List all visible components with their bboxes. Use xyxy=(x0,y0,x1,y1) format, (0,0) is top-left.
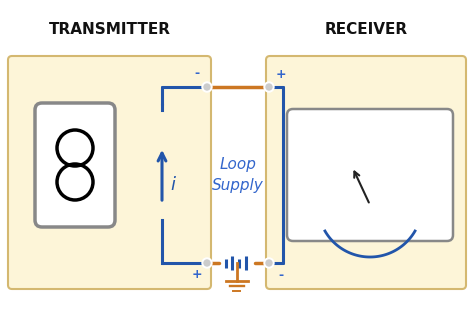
Text: RECEIVER: RECEIVER xyxy=(324,23,408,37)
Text: Loop
Supply: Loop Supply xyxy=(212,157,264,193)
Circle shape xyxy=(266,84,272,90)
FancyBboxPatch shape xyxy=(35,103,115,227)
Circle shape xyxy=(202,258,212,268)
Circle shape xyxy=(264,258,274,268)
Circle shape xyxy=(202,82,212,92)
Text: +: + xyxy=(191,268,202,281)
Circle shape xyxy=(204,84,210,90)
Circle shape xyxy=(204,260,210,266)
Text: +: + xyxy=(276,68,286,80)
Text: -: - xyxy=(194,68,200,80)
Circle shape xyxy=(266,260,272,266)
Text: TRANSMITTER: TRANSMITTER xyxy=(48,23,171,37)
Text: -: - xyxy=(278,268,283,281)
FancyBboxPatch shape xyxy=(266,56,466,289)
FancyBboxPatch shape xyxy=(8,56,211,289)
Text: i: i xyxy=(170,176,175,194)
Circle shape xyxy=(264,82,274,92)
FancyBboxPatch shape xyxy=(287,109,453,241)
